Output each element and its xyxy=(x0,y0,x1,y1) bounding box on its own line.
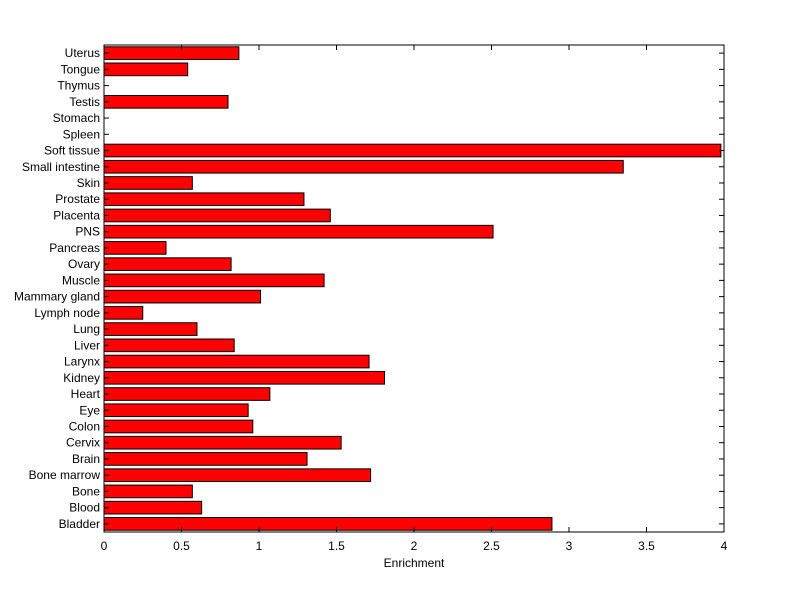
y-tick-label: Stomach xyxy=(53,111,100,125)
y-tick-label: Cervix xyxy=(66,436,100,450)
y-tick-label: Bladder xyxy=(59,517,100,531)
x-tick-label: 0.5 xyxy=(173,539,190,553)
y-tick-label: Uterus xyxy=(65,46,100,60)
x-axis-label: Enrichment xyxy=(384,556,445,570)
bar-eye xyxy=(103,403,249,418)
y-tick-label: Soft tissue xyxy=(44,144,100,158)
y-tick-label: Placenta xyxy=(53,208,100,222)
y-tick-label: Kidney xyxy=(63,371,100,385)
bar-pancreas xyxy=(103,241,167,255)
bars-layer xyxy=(103,46,722,531)
x-tick-label: 1 xyxy=(256,539,263,553)
bar-lung xyxy=(103,322,198,336)
bar-colon xyxy=(103,419,254,434)
y-tick-label: Eye xyxy=(79,403,100,417)
x-tick-label: 2 xyxy=(411,539,418,553)
y-tick-label: Heart xyxy=(71,387,101,401)
bar-lymph-node xyxy=(103,306,144,320)
y-tick-label: PNS xyxy=(75,225,100,239)
ticks-layer: Bladder Blood Bone Bone marrow Brain Cervix Co… xyxy=(14,45,728,553)
bar-testis xyxy=(103,94,229,109)
bar-larynx xyxy=(103,354,370,369)
bar-placenta xyxy=(103,208,331,223)
x-tick-label: 4 xyxy=(721,539,728,553)
bar-soft-tissue xyxy=(103,143,722,158)
y-tick-label: Small intestine xyxy=(22,160,100,174)
y-tick-label: Bone xyxy=(72,484,100,498)
y-tick-label: Bone marrow xyxy=(29,468,101,482)
bar-heart xyxy=(103,387,271,401)
bar-mammary-gland xyxy=(103,289,262,304)
y-tick-label: Colon xyxy=(69,419,100,433)
y-tick-label: Tongue xyxy=(61,62,101,76)
bar-ovary xyxy=(103,257,232,271)
y-tick-label: Lymph node xyxy=(34,306,100,320)
bar-liver xyxy=(103,338,235,353)
y-tick-label: Lung xyxy=(73,322,100,336)
bar-tongue xyxy=(103,62,189,77)
bar-bladder xyxy=(103,517,553,531)
bar-muscle xyxy=(103,273,325,288)
y-tick-label: Liver xyxy=(74,338,100,352)
bar-uterus xyxy=(103,46,240,60)
y-tick-label: Prostate xyxy=(55,192,100,206)
bar-bone xyxy=(103,484,193,499)
bar-brain xyxy=(103,452,308,466)
y-tick-label: Larynx xyxy=(64,355,100,369)
bar-cervix xyxy=(103,435,342,450)
y-tick-label: Spleen xyxy=(63,127,100,141)
y-tick-label: Testis xyxy=(69,95,100,109)
y-tick-label: Ovary xyxy=(68,257,100,271)
bar-blood xyxy=(103,500,203,515)
y-tick-label: Brain xyxy=(72,452,100,466)
y-tick-label: Skin xyxy=(77,176,100,190)
y-tick-label: Pancreas xyxy=(49,241,100,255)
x-tick-label: 3 xyxy=(566,539,573,553)
bar-skin xyxy=(103,176,193,190)
bar-small-intestine xyxy=(103,159,624,174)
y-tick-label: Muscle xyxy=(62,273,100,287)
bar-kidney xyxy=(103,370,386,385)
x-tick-label: 0 xyxy=(101,539,108,553)
y-tick-label: Blood xyxy=(69,501,100,515)
x-tick-label: 1.5 xyxy=(328,539,345,553)
bar-pns xyxy=(103,224,494,239)
y-tick-label: Mammary gland xyxy=(14,290,100,304)
x-tick-label: 2.5 xyxy=(483,539,500,553)
y-tick-label: Thymus xyxy=(57,79,100,93)
bar-bone-marrow xyxy=(103,468,372,483)
x-tick-label: 3.5 xyxy=(638,539,655,553)
bar-prostate xyxy=(103,192,305,207)
